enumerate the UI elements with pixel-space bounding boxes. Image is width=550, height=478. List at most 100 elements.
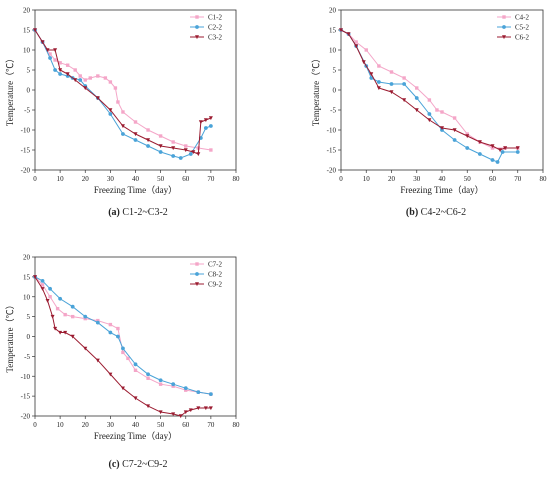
y-tick-label: 0 [333,87,337,95]
data-point [389,70,394,74]
data-point [389,82,394,86]
x-tick-label: 10 [57,421,65,429]
y-tick-label: 20 [23,254,31,262]
x-tick-label: 60 [489,175,497,183]
plot-frame [34,9,237,171]
data-point [369,72,374,77]
data-point [146,128,150,132]
data-point [133,362,138,367]
series-line [34,276,211,417]
data-point [70,334,75,339]
data-point [414,108,419,113]
legend-marker [195,262,199,266]
data-point [83,86,88,91]
data-point [171,146,176,151]
data-point [158,144,163,149]
data-point [48,295,52,299]
y-tick-label: 10 [23,47,31,55]
data-point [50,314,55,319]
data-point [440,126,444,131]
data-point [88,76,92,80]
data-point [108,80,113,84]
data-point [78,74,82,78]
x-tick-label: 30 [107,175,115,183]
data-point [146,138,151,143]
x-axis-title: Freezing Time（day） [400,185,483,195]
data-point [452,128,457,133]
data-point [209,148,213,152]
figure-caption: (a) C1-2~C3-2 [108,207,168,218]
data-point [427,98,432,102]
x-tick-label: 80 [233,421,241,429]
caption-text: C1-2~C3-2 [120,207,168,218]
legend-label: C9-2 [208,281,223,289]
data-point [178,414,183,419]
data-point [65,63,70,67]
data-point [369,76,374,80]
y-tick-label: 5 [333,67,337,75]
data-point [178,156,183,160]
series-C4-2 [339,28,520,150]
x-axis-title: Freezing Time（day） [94,431,177,441]
x-tick-label: 0 [339,175,343,183]
legend-label: C1-2 [208,14,223,22]
data-point [465,146,470,150]
data-point [171,382,176,387]
legend-label: C5-2 [515,24,530,32]
data-point [198,120,203,125]
data-point [108,108,113,113]
data-point [183,148,188,153]
data-point [158,150,163,154]
chart-panel-1: 0 10 20 30 40 50 60 70 80 -20 -15 -10 -5 0 5 10 15 20 Free… [5,7,240,219]
data-point [158,382,163,386]
y-tick-label: -20 [327,167,337,175]
data-point [515,146,520,151]
data-point [103,76,108,80]
y-tick-label: -5 [24,107,30,115]
legend-label: C3-2 [208,34,223,42]
data-point [427,112,432,116]
plot-frame [34,256,237,417]
data-point [477,152,482,156]
data-point [65,72,70,77]
data-point [55,306,60,311]
data-point [95,358,100,363]
data-point [121,132,125,136]
data-point [108,112,113,116]
data-point [515,150,520,154]
data-point [70,304,75,309]
data-point [146,372,150,377]
x-tick-label: 20 [82,175,90,183]
series-C3-2 [33,28,213,157]
data-point [63,312,67,317]
data-point [191,150,196,155]
data-point [63,330,68,335]
data-point [73,68,77,72]
data-point [133,396,138,401]
x-tick-label: 10 [363,175,371,183]
x-tick-label: 60 [182,175,190,183]
data-point [346,32,351,37]
data-point [490,158,495,162]
x-tick-label: 50 [157,175,165,183]
series-C8-2 [33,274,213,397]
x-tick-label: 60 [182,421,190,429]
series-line [34,276,211,395]
data-point [188,408,193,413]
series-C7-2 [33,275,213,396]
data-point [126,356,130,361]
data-point [208,392,213,397]
y-tick-label: -5 [330,107,336,115]
y-tick-label: -20 [21,413,31,421]
data-point [500,150,505,154]
data-point [121,350,125,355]
x-tick-label: 30 [107,421,115,429]
x-tick-label: 40 [439,175,447,183]
data-point [183,410,188,415]
data-point [364,48,368,52]
data-point [40,287,45,291]
data-point [183,386,188,391]
data-point [465,134,470,139]
figure-caption: (b) C4-2~C6-2 [406,207,466,218]
data-point [40,278,45,283]
